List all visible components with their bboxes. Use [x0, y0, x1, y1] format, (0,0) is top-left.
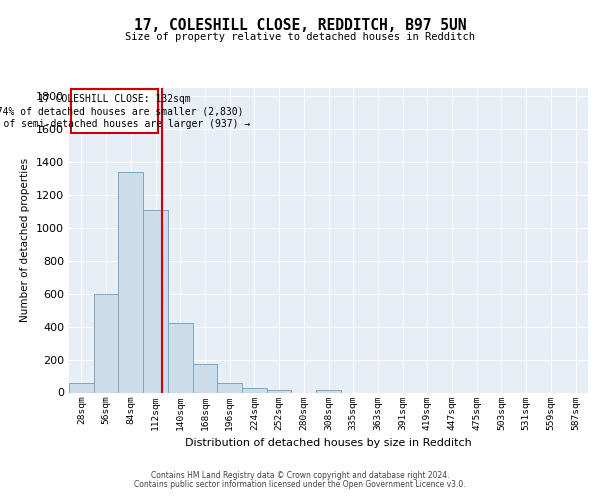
Bar — [69, 384, 94, 392]
Text: Contains public sector information licensed under the Open Government Licence v3: Contains public sector information licen… — [134, 480, 466, 489]
Text: 17 COLESHILL CLOSE: 132sqm: 17 COLESHILL CLOSE: 132sqm — [38, 94, 191, 104]
Bar — [168, 324, 193, 392]
X-axis label: Distribution of detached houses by size in Redditch: Distribution of detached houses by size … — [185, 438, 472, 448]
Bar — [118, 172, 143, 392]
Bar — [267, 390, 292, 392]
Y-axis label: Number of detached properties: Number of detached properties — [20, 158, 31, 322]
Text: ← 74% of detached houses are smaller (2,830): ← 74% of detached houses are smaller (2,… — [0, 106, 244, 117]
Text: Contains HM Land Registry data © Crown copyright and database right 2024.: Contains HM Land Registry data © Crown c… — [151, 471, 449, 480]
Text: 25% of semi-detached houses are larger (937) →: 25% of semi-detached houses are larger (… — [0, 119, 250, 129]
Bar — [143, 210, 168, 392]
Bar — [71, 89, 158, 133]
Bar — [193, 364, 217, 392]
Bar — [242, 388, 267, 392]
Bar — [316, 390, 341, 392]
Text: 17, COLESHILL CLOSE, REDDITCH, B97 5UN: 17, COLESHILL CLOSE, REDDITCH, B97 5UN — [134, 18, 466, 32]
Bar — [94, 294, 118, 392]
Text: Size of property relative to detached houses in Redditch: Size of property relative to detached ho… — [125, 32, 475, 42]
Bar — [217, 384, 242, 392]
